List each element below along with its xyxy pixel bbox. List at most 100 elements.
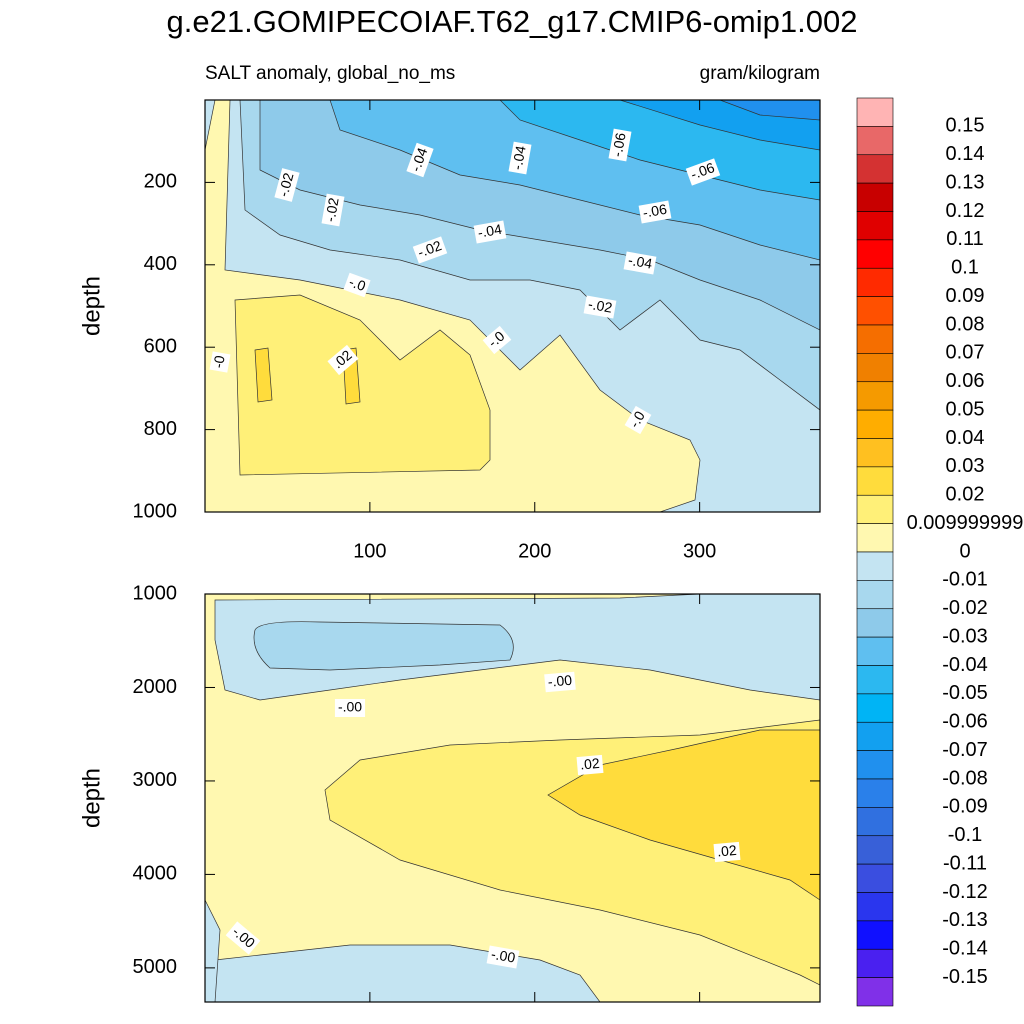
colorbar-box: [856, 182, 894, 212]
colorbar-label: -0.06: [942, 711, 988, 733]
contour-label-box: [508, 141, 532, 175]
contour-label: -.06: [685, 158, 721, 186]
plot-frame: [204, 593, 821, 1003]
contour-label-box: [486, 945, 520, 969]
colorbar-box: [856, 665, 894, 695]
colorbar-box: [856, 97, 894, 127]
contour-label-box: [209, 351, 231, 373]
contour-label-text: -.06: [642, 201, 669, 221]
colorbar-box: [856, 154, 894, 184]
y-tick-label: 1000: [133, 582, 178, 604]
y-tick-label: 800: [144, 418, 177, 440]
colorbar-box: [856, 353, 894, 383]
contour-label-box: [713, 841, 741, 863]
colorbar-box: [856, 239, 894, 269]
contour-label-text: -.04: [627, 252, 654, 272]
colorbar-box: [856, 750, 894, 780]
y-tick-label: 1000: [133, 500, 178, 522]
colorbar-label: 0.15: [946, 115, 985, 137]
bottom-field: [205, 594, 820, 1002]
colorbar-box: [856, 466, 894, 496]
contour-label-text: -.00: [490, 946, 517, 966]
colorbar-box: [856, 778, 894, 808]
colorbar-box: [856, 693, 894, 723]
contour-label-box: [473, 220, 507, 244]
contour-label-box: [321, 193, 345, 227]
contour-label-text: -.02: [587, 296, 614, 316]
contour-label-text: -.00: [547, 672, 573, 690]
colorbar-label: 0.09: [946, 285, 985, 307]
contour-label: -.02: [274, 168, 300, 202]
contour-label: -.0: [624, 405, 652, 435]
contour-label: -.04: [406, 142, 434, 178]
colorbar-label: -0.07: [942, 739, 988, 761]
chart-title: g.e21.GOMIPECOIAF.T62_g17.CMIP6-omip1.00…: [167, 4, 858, 39]
x-tick-label: 200: [518, 540, 551, 562]
colorbar-label: -0.11: [943, 852, 987, 874]
colorbar-box: [856, 551, 894, 581]
contour-label-box: [412, 236, 448, 264]
colorbar-label: -0.04: [942, 654, 988, 676]
contour-label-text: -.04: [509, 144, 529, 171]
colorbar-box: [856, 409, 894, 439]
contour-label-text: -.04: [407, 145, 430, 173]
contour-label: -.00: [225, 921, 261, 955]
colorbar-label: 0.009999999: [907, 512, 1024, 534]
y-tick-label: 400: [144, 253, 177, 275]
contour-label-text: -0: [210, 354, 228, 369]
contour-label-text: -.00: [338, 699, 362, 715]
x-tick-label: 100: [353, 540, 386, 562]
colorbar-box: [856, 721, 894, 751]
contour-label: -.02: [321, 193, 345, 227]
right-string: gram/kilogram: [700, 63, 820, 84]
y-tick-label: 2000: [133, 676, 178, 698]
y-tick-label: 5000: [133, 956, 178, 978]
y-tick-label: 600: [144, 335, 177, 357]
colorbar-label: 0.05: [946, 398, 985, 420]
contour-label: .02: [576, 754, 604, 776]
colorbar-box: [856, 863, 894, 893]
colorbar-label: -0.15: [942, 966, 988, 988]
contour-label-box: [576, 754, 604, 776]
contour-label-box: [623, 251, 657, 275]
colorbar-label: -0.08: [942, 767, 988, 789]
colorbar-box: [856, 920, 894, 950]
colorbar-box: [856, 267, 894, 297]
colorbar-box: [856, 948, 894, 978]
colorbar-box: [856, 636, 894, 666]
y-tick-label: 4000: [133, 863, 178, 885]
x-tick-label: 300: [683, 540, 716, 562]
colorbar-box: [856, 211, 894, 241]
colorbar-label: 0.03: [946, 455, 985, 477]
contour-label: -.04: [623, 251, 657, 275]
colorbar-label: 0.11: [946, 228, 983, 250]
y-axis-label: depth: [78, 768, 105, 828]
colorbar-label: 0.02: [946, 484, 985, 506]
contour-label-box: [685, 158, 721, 186]
colorbar-label: -0.02: [942, 597, 988, 619]
colorbar-label: -0.13: [942, 909, 988, 931]
colorbar-label: 0.08: [946, 313, 985, 335]
colorbar-box: [856, 324, 894, 354]
colorbar-label: 0.12: [946, 200, 985, 222]
y-tick-label: 3000: [133, 769, 178, 791]
contour-label-text: -.02: [322, 196, 342, 223]
colorbar-box: [856, 523, 894, 553]
plot-frame: [204, 99, 821, 513]
contour-label-text: -.0: [626, 408, 648, 430]
colorbar-box: [856, 580, 894, 610]
colorbar-box: [856, 438, 894, 468]
colorbar-label: -0.03: [942, 625, 988, 647]
contour-label: -.04: [473, 220, 507, 244]
contour-label-text: -.06: [609, 131, 629, 158]
colorbar-box: [856, 835, 894, 865]
colorbar-label: 0.04: [946, 427, 985, 449]
contour-label-text: .02: [716, 842, 737, 860]
contour-label: .02: [713, 841, 741, 863]
colorbar-box: [856, 892, 894, 922]
colorbar-label: -0.09: [942, 796, 988, 818]
contour-label-text: -.02: [415, 237, 443, 260]
contour-label-box: [343, 272, 371, 298]
contour-label: -.04: [508, 141, 532, 175]
